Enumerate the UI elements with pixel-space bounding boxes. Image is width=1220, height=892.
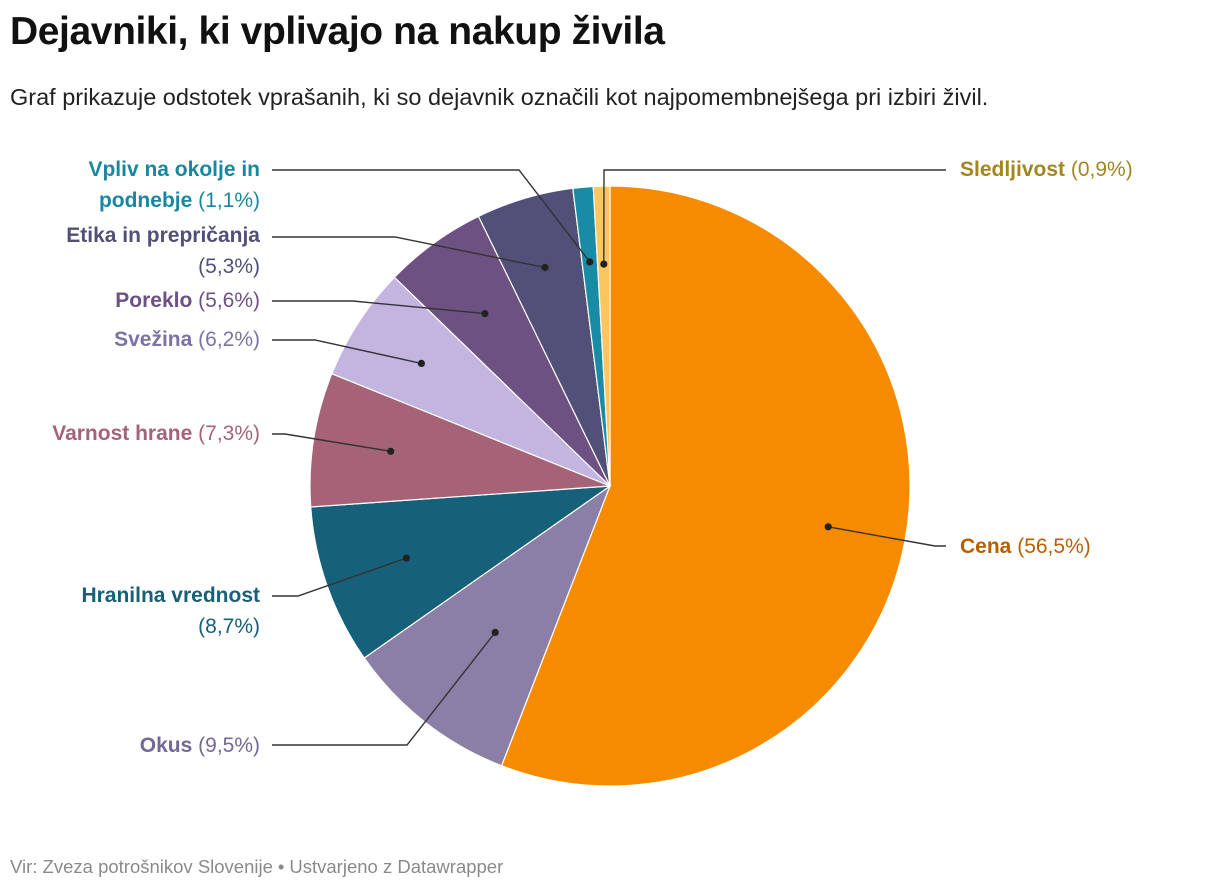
slice-name: Poreklo <box>115 289 193 312</box>
leader-dot-7 <box>586 258 594 266</box>
chart-title: Dejavniki, ki vplivajo na nakup živila <box>10 10 665 53</box>
slice-name: Okus <box>139 734 193 757</box>
leader-dot-4 <box>417 359 425 367</box>
slice-label-sledljivost: Sledljivost (0,9%) <box>960 154 1133 185</box>
slice-value: (7,3%) <box>198 422 260 445</box>
leader-line-6 <box>272 236 546 269</box>
leader-line-4 <box>272 339 422 365</box>
pie-slices <box>309 185 911 787</box>
credit-note: Ustvarjeno z Datawrapper <box>289 856 504 877</box>
pie-slice-sledljivost <box>592 185 611 487</box>
chart-subtitle: Graf prikazuje odstotek vprašanih, ki so… <box>10 84 989 110</box>
slice-label-etika: Etika in prepričanja (5,3%) <box>66 220 260 282</box>
slice-value: (5,6%) <box>198 289 260 312</box>
slice-label-cena: Cena (56,5%) <box>960 531 1091 562</box>
leader-dot-1 <box>491 628 499 637</box>
slice-label-hranilna-vrednost: Hranilna vrednost (8,7%) <box>81 580 260 642</box>
leader-line-8 <box>603 169 946 265</box>
slice-value: (9,5%) <box>198 734 260 757</box>
slice-label-vpliv-na-okolje: Vpliv na okolje in podnebje (1,1%) <box>60 154 260 216</box>
leader-line-5 <box>272 300 485 315</box>
leader-line-2 <box>272 557 407 597</box>
source-note: Vir: Zveza potrošnikov Slovenije <box>10 856 273 877</box>
slice-label-varnost-hrane: Varnost hrane (7,3%) <box>52 418 260 449</box>
leader-lines <box>272 169 946 746</box>
pie-slice-sve-ina <box>331 276 611 487</box>
leader-line-0 <box>828 526 946 547</box>
leader-dot-3 <box>387 447 395 455</box>
slice-label-okus: Okus (9,5%) <box>140 730 260 761</box>
slice-value: (56,5%) <box>1017 535 1091 558</box>
slice-label-poreklo: Poreklo (5,6%) <box>115 285 260 316</box>
leader-dot-2 <box>402 554 410 562</box>
slice-name: Varnost hrane <box>52 422 193 445</box>
slice-name: Svežina <box>114 328 193 351</box>
leader-dot-6 <box>541 263 549 272</box>
leader-dot-5 <box>481 310 489 318</box>
slice-value: (8,7%) <box>198 615 260 638</box>
leader-dot-8 <box>600 260 608 268</box>
slice-label-svezina: Svežina (6,2%) <box>114 324 260 355</box>
slice-value: (5,3%) <box>198 255 260 278</box>
leader-line-3 <box>272 433 391 452</box>
chart-footer: Vir: Zveza potrošnikov Slovenije • Ustvarj… <box>10 856 503 878</box>
footer-separator: • <box>277 856 285 877</box>
leader-line-7 <box>272 169 591 263</box>
slice-name: Hranilna vrednost <box>81 584 260 607</box>
leader-dot-0 <box>824 523 832 531</box>
leader-line-1 <box>272 631 496 746</box>
slice-name: Cena <box>960 535 1012 558</box>
slice-name: Vpliv na okolje in podnebje <box>88 158 260 212</box>
slice-value: (6,2%) <box>198 328 260 351</box>
slice-value: (0,9%) <box>1070 158 1133 181</box>
slice-name: Etika in prepričanja <box>66 224 260 247</box>
slice-value: (1,1%) <box>198 189 260 212</box>
slice-name: Sledljivost <box>960 158 1066 181</box>
